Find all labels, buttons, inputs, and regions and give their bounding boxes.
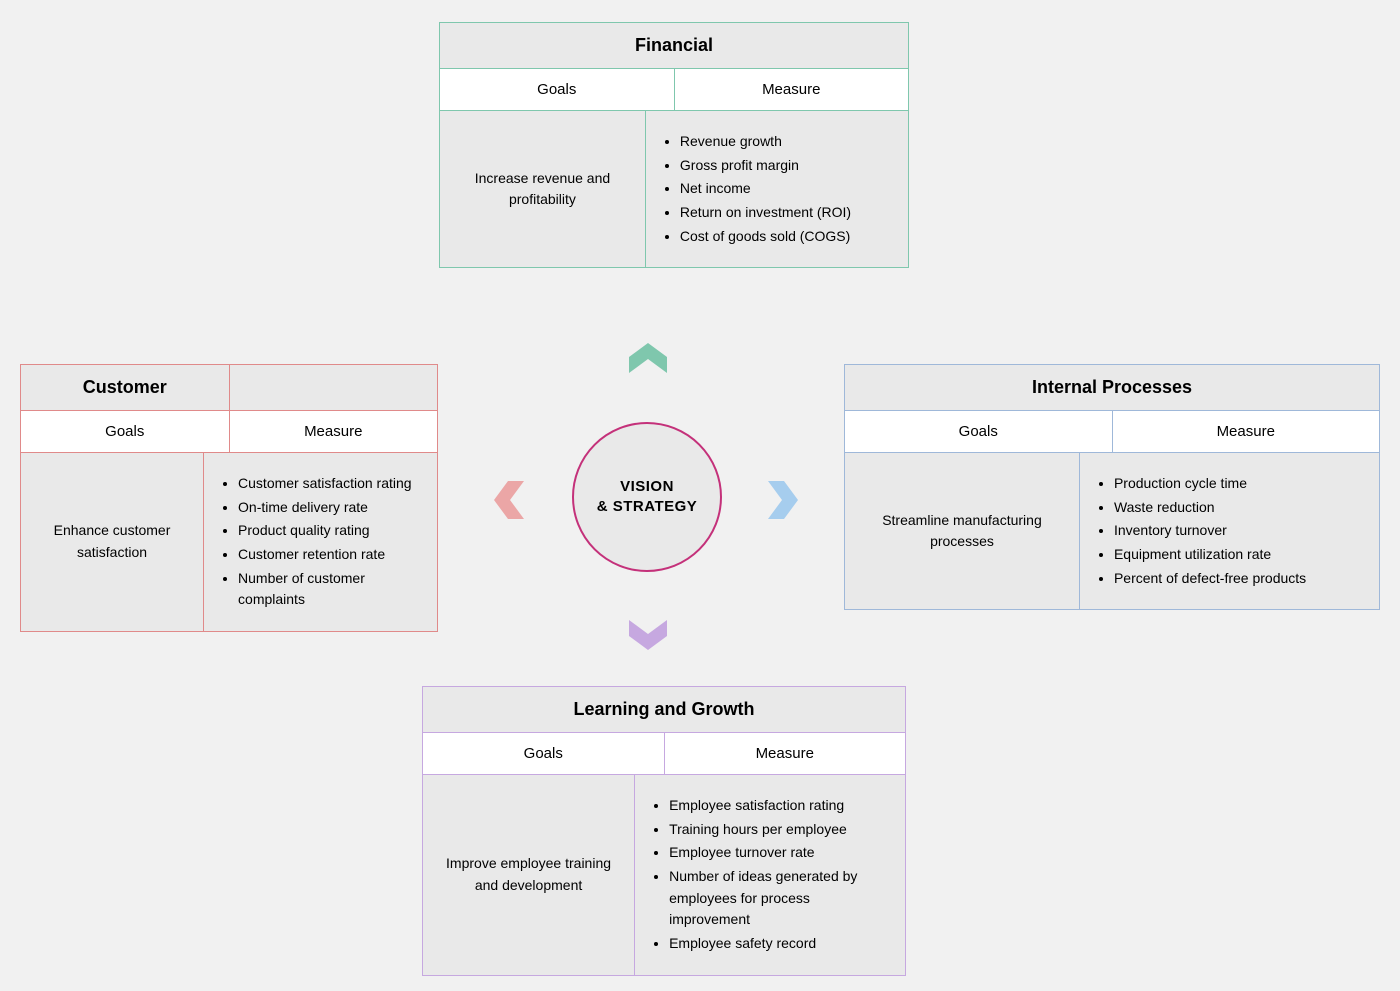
learning-goal: Improve employee training and developmen… xyxy=(423,775,635,975)
measure-item: Revenue growth xyxy=(680,131,894,153)
measure-item: Production cycle time xyxy=(1114,473,1365,495)
chevron-left-icon xyxy=(490,477,530,523)
measure-item: Number of ideas generated by employees f… xyxy=(669,866,891,931)
customer-headers: Goals Measure xyxy=(21,411,437,453)
measure-item: Customer retention rate xyxy=(238,544,423,566)
customer-measures: Customer satisfaction ratingOn-time deli… xyxy=(204,453,437,631)
learning-measure-list: Employee satisfaction ratingTraining hou… xyxy=(649,795,891,955)
measure-item: Training hours per employee xyxy=(669,819,891,841)
financial-panel: Financial Goals Measure Increase revenue… xyxy=(439,22,909,268)
measure-item: Inventory turnover xyxy=(1114,520,1365,542)
measure-header: Measure xyxy=(675,69,909,110)
measure-item: Product quality rating xyxy=(238,520,423,542)
learning-measures: Employee satisfaction ratingTraining hou… xyxy=(635,775,905,975)
measure-item: Employee satisfaction rating xyxy=(669,795,891,817)
financial-body: Increase revenue and profitability Reven… xyxy=(440,111,908,267)
measure-item: Equipment utilization rate xyxy=(1114,544,1365,566)
internal-title: Internal Processes xyxy=(845,365,1379,411)
customer-body: Enhance customer satisfaction Customer s… xyxy=(21,453,437,631)
learning-body: Improve employee training and developmen… xyxy=(423,775,905,975)
customer-panel: Customer Goals Measure Enhance customer … xyxy=(20,364,438,632)
measure-item: Net income xyxy=(680,178,894,200)
measure-item: On-time delivery rate xyxy=(238,497,423,519)
goals-header: Goals xyxy=(845,411,1113,452)
vision-line1: VISION xyxy=(620,478,674,495)
internal-measure-list: Production cycle timeWaste reductionInve… xyxy=(1094,473,1365,589)
chevron-up-icon xyxy=(625,339,671,379)
chevron-right-icon xyxy=(762,477,802,523)
customer-measure-list: Customer satisfaction ratingOn-time deli… xyxy=(218,473,423,611)
financial-measure-list: Revenue growthGross profit marginNet inc… xyxy=(660,131,894,247)
measure-item: Employee turnover rate xyxy=(669,842,891,864)
learning-headers: Goals Measure xyxy=(423,733,905,775)
vision-strategy-text: VISION & STRATEGY xyxy=(597,477,698,518)
customer-goal: Enhance customer satisfaction xyxy=(21,453,204,631)
goals-header: Goals xyxy=(21,411,230,452)
internal-measures: Production cycle timeWaste reductionInve… xyxy=(1080,453,1379,609)
financial-title: Financial xyxy=(440,23,908,69)
measure-header: Measure xyxy=(230,411,438,452)
financial-measures: Revenue growthGross profit marginNet inc… xyxy=(646,111,908,267)
measure-item: Employee safety record xyxy=(669,933,891,955)
measure-item: Number of customer complaints xyxy=(238,568,423,611)
measure-item: Cost of goods sold (COGS) xyxy=(680,226,894,248)
financial-headers: Goals Measure xyxy=(440,69,908,111)
measure-item: Percent of defect-free products xyxy=(1114,568,1365,590)
internal-body: Streamline manufacturing processes Produ… xyxy=(845,453,1379,609)
measure-item: Customer satisfaction rating xyxy=(238,473,423,495)
measure-header: Measure xyxy=(665,733,906,774)
customer-title-empty xyxy=(230,365,438,410)
customer-title: Customer xyxy=(21,365,230,410)
learning-panel: Learning and Growth Goals Measure Improv… xyxy=(422,686,906,976)
learning-title: Learning and Growth xyxy=(423,687,905,733)
vision-line2: & STRATEGY xyxy=(597,498,698,515)
chevron-down-icon xyxy=(625,614,671,654)
internal-headers: Goals Measure xyxy=(845,411,1379,453)
measure-item: Return on investment (ROI) xyxy=(680,202,894,224)
goals-header: Goals xyxy=(423,733,665,774)
measure-item: Gross profit margin xyxy=(680,155,894,177)
internal-goal: Streamline manufacturing processes xyxy=(845,453,1080,609)
financial-goal: Increase revenue and profitability xyxy=(440,111,646,267)
goals-header: Goals xyxy=(440,69,675,110)
customer-title-row: Customer xyxy=(21,365,437,411)
measure-item: Waste reduction xyxy=(1114,497,1365,519)
internal-panel: Internal Processes Goals Measure Streaml… xyxy=(844,364,1380,610)
measure-header: Measure xyxy=(1113,411,1380,452)
vision-strategy-circle: VISION & STRATEGY xyxy=(572,422,722,572)
